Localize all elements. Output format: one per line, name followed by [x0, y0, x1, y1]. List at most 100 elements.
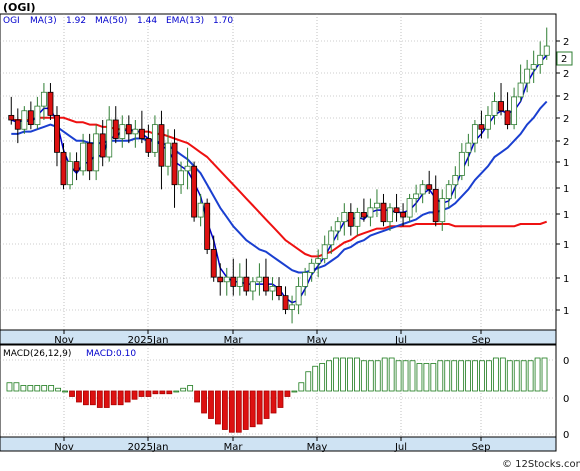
macd-bar-positive — [395, 360, 402, 392]
candle — [347, 203, 354, 236]
candle — [269, 277, 276, 301]
candle — [524, 59, 531, 93]
candle — [60, 143, 67, 190]
macd-y-tick-label: 0 — [563, 356, 569, 367]
candle-body-down — [347, 212, 354, 227]
price-y-tick-label: 2 — [563, 92, 569, 103]
macd-bar-negative — [166, 390, 173, 395]
macd-y-tick-label: 0 — [563, 430, 569, 441]
candle-body-down — [380, 202, 387, 223]
candle-body-down — [8, 114, 15, 121]
candle-body-down — [99, 133, 106, 158]
candle-body-up — [223, 276, 230, 283]
candle-body-up — [93, 133, 100, 172]
candle-body-down — [478, 124, 485, 130]
candle-body-up — [445, 184, 452, 199]
candle-body-down — [210, 249, 217, 278]
macd-bar-positive — [312, 365, 319, 392]
candle-body-up — [119, 124, 126, 139]
candle-body-up — [328, 230, 335, 246]
macd-bar-positive — [472, 360, 478, 392]
candle-body-down — [360, 212, 367, 218]
candle — [380, 193, 387, 227]
macd-bar-positive — [326, 360, 333, 392]
macd-bar-negative — [131, 390, 138, 400]
candle — [406, 193, 413, 222]
macd-bar-negative — [249, 390, 256, 428]
macd-bar-positive — [409, 360, 416, 392]
candle — [419, 180, 426, 204]
price-x-tick-label: Nov — [54, 335, 74, 346]
candle-body-up — [165, 142, 171, 167]
candle — [178, 161, 184, 194]
candle-body-up — [413, 193, 420, 199]
candle — [67, 152, 73, 190]
candle-body-down — [60, 151, 67, 186]
candle-body-down — [54, 114, 60, 153]
candle-body-up — [302, 272, 309, 287]
macd-bar-positive — [187, 385, 194, 392]
candle — [452, 166, 459, 199]
candle-body-down — [204, 202, 211, 250]
candle — [537, 41, 544, 74]
price-x-tick-label: Sep — [472, 335, 491, 346]
macd-bar-positive — [55, 387, 62, 392]
candle — [112, 106, 119, 144]
macd-bar-positive — [506, 360, 513, 392]
macd-bar-negative — [103, 390, 110, 408]
candle — [86, 133, 93, 181]
macd-bar-negative — [263, 390, 270, 419]
macd-bar-negative — [83, 390, 89, 406]
candle-body-up — [471, 124, 478, 144]
macd-bar-positive — [527, 360, 534, 392]
candle — [249, 277, 256, 301]
candle-body-down — [426, 184, 433, 190]
macd-bar-positive — [444, 360, 451, 392]
macd-bar-negative — [235, 390, 242, 433]
macd-bar-positive — [20, 385, 27, 392]
candle — [413, 184, 420, 213]
candle — [282, 286, 289, 315]
macd-bar-negative — [201, 390, 207, 414]
macd-bar-positive — [479, 360, 485, 392]
last-price-badge-label: 2 — [561, 54, 567, 65]
price-x-tick-label: Jul — [394, 335, 407, 346]
macd-x-tick-label: 2025Jan — [128, 442, 169, 453]
macd-bar-negative — [69, 390, 75, 397]
chart-title: (OGI) — [3, 1, 36, 14]
candle-body-up — [341, 212, 348, 223]
candle-body-down — [217, 276, 224, 283]
candle — [445, 180, 452, 208]
candle — [171, 129, 178, 208]
legend-symbol: OGI — [3, 16, 20, 26]
price-legend: OGI MA(3) 1.92 MA(50) 1.44 EMA(13) 1.70 — [3, 16, 233, 26]
candle — [204, 198, 211, 255]
macd-bar-positive — [465, 360, 471, 392]
candle — [132, 120, 139, 148]
candle — [8, 96, 15, 125]
candle-body-down — [145, 138, 152, 153]
candle — [458, 143, 465, 181]
macd-bar-negative — [76, 390, 82, 403]
price-y-tick-label: 2 — [563, 114, 569, 125]
macd-bar-positive — [437, 360, 444, 392]
candle — [145, 124, 152, 157]
candle — [471, 120, 478, 153]
macd-bar-positive — [340, 357, 346, 392]
candle-body-up — [517, 82, 524, 98]
macd-x-axis: Nov 2025Jan Mar May Jul Sep — [54, 437, 490, 453]
candle-body-up — [537, 54, 544, 65]
candle — [295, 277, 302, 315]
candle — [217, 263, 224, 296]
price-x-axis: Nov 2025Jan Mar May Jul Sep — [54, 330, 490, 346]
candle — [27, 101, 34, 130]
legend-ma-long-value: 1.44 — [137, 16, 157, 26]
macd-bar-positive — [513, 360, 520, 392]
candle-body-up — [197, 202, 204, 218]
candle — [21, 106, 28, 134]
price-y-tick-label: 1 — [563, 306, 569, 317]
candle-body-up — [374, 202, 380, 209]
macd-bar-positive — [520, 360, 527, 392]
macd-bar-positive — [291, 390, 298, 393]
candle-body-up — [67, 161, 73, 186]
